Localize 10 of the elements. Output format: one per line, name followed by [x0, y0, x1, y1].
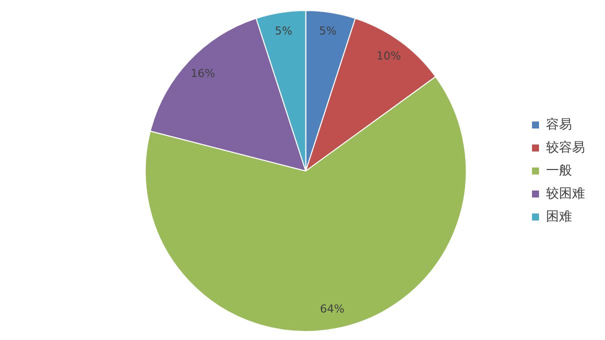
data-label: 10%: [376, 50, 401, 63]
legend-label: 较困难: [546, 186, 585, 202]
data-label: 5%: [319, 24, 337, 38]
legend-label: 较容易: [546, 139, 585, 156]
data-label: 16%: [190, 67, 216, 80]
legend-label: 一般: [546, 163, 572, 178]
legend-label: 容易: [546, 116, 572, 132]
data-label: 64%: [320, 302, 344, 316]
data-label: 5%: [274, 24, 292, 38]
legend-label: 困难: [546, 209, 572, 224]
